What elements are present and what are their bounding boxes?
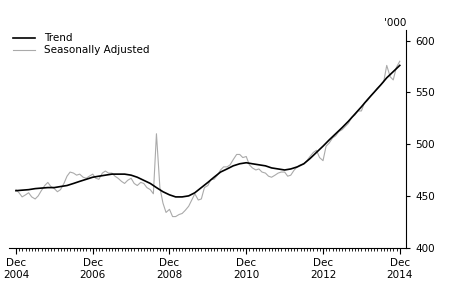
Trend	[102, 173, 108, 177]
Seasonally Adjusted	[170, 215, 176, 218]
Seasonally Adjusted	[256, 167, 262, 171]
Seasonally Adjusted	[51, 187, 57, 191]
Legend: Trend, Seasonally Adjusted: Trend, Seasonally Adjusted	[13, 33, 149, 55]
Trend	[250, 162, 255, 165]
Trend	[13, 189, 19, 192]
Seasonally Adjusted	[13, 188, 19, 191]
Text: '000: '000	[384, 18, 406, 28]
Trend	[397, 64, 403, 67]
Trend	[352, 112, 358, 116]
Seasonally Adjusted	[179, 212, 185, 215]
Seasonally Adjusted	[397, 59, 403, 63]
Trend	[90, 175, 95, 179]
Seasonally Adjusted	[102, 169, 108, 173]
Line: Trend: Trend	[16, 66, 400, 197]
Trend	[224, 167, 230, 171]
Trend	[173, 195, 178, 199]
Seasonally Adjusted	[275, 171, 281, 175]
Line: Seasonally Adjusted: Seasonally Adjusted	[16, 61, 400, 217]
Seasonally Adjusted	[374, 86, 380, 90]
Trend	[147, 182, 153, 185]
